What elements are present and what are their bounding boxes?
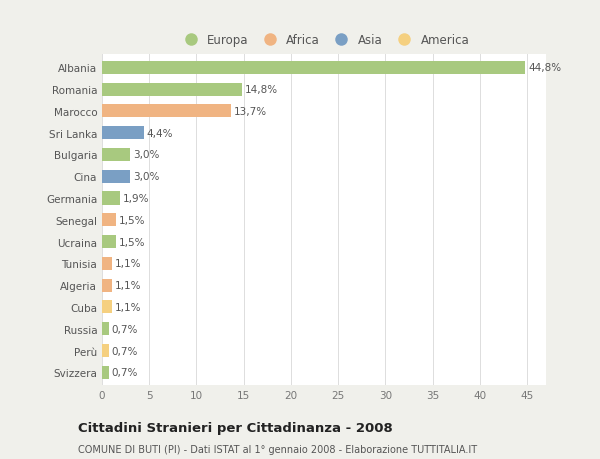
Bar — [102, 301, 112, 314]
Text: COMUNE DI BUTI (PI) - Dati ISTAT al 1° gennaio 2008 - Elaborazione TUTTITALIA.IT: COMUNE DI BUTI (PI) - Dati ISTAT al 1° g… — [78, 444, 477, 454]
Text: Cittadini Stranieri per Cittadinanza - 2008: Cittadini Stranieri per Cittadinanza - 2… — [78, 421, 393, 434]
Bar — [102, 279, 112, 292]
Bar — [102, 214, 116, 227]
Text: 0,7%: 0,7% — [112, 324, 138, 334]
Bar — [102, 366, 109, 379]
Text: 1,5%: 1,5% — [119, 237, 146, 247]
Bar — [102, 344, 109, 357]
Text: 3,0%: 3,0% — [133, 150, 160, 160]
Text: 0,7%: 0,7% — [112, 368, 138, 377]
Bar — [102, 192, 120, 205]
Text: 1,1%: 1,1% — [115, 280, 142, 291]
Text: 4,4%: 4,4% — [146, 129, 173, 138]
Bar — [102, 84, 242, 96]
Bar — [102, 170, 130, 183]
Text: 1,1%: 1,1% — [115, 302, 142, 312]
Bar — [102, 105, 232, 118]
Text: 13,7%: 13,7% — [234, 106, 268, 117]
Bar — [102, 323, 109, 336]
Text: 1,1%: 1,1% — [115, 259, 142, 269]
Text: 0,7%: 0,7% — [112, 346, 138, 356]
Legend: Europa, Africa, Asia, America: Europa, Africa, Asia, America — [176, 31, 472, 49]
Bar — [102, 257, 112, 270]
Bar — [102, 235, 116, 249]
Bar — [102, 62, 525, 75]
Bar — [102, 127, 143, 140]
Text: 1,5%: 1,5% — [119, 215, 146, 225]
Text: 3,0%: 3,0% — [133, 172, 160, 182]
Text: 1,9%: 1,9% — [123, 194, 149, 204]
Text: 44,8%: 44,8% — [528, 63, 561, 73]
Text: 14,8%: 14,8% — [245, 85, 278, 95]
Bar — [102, 149, 130, 162]
